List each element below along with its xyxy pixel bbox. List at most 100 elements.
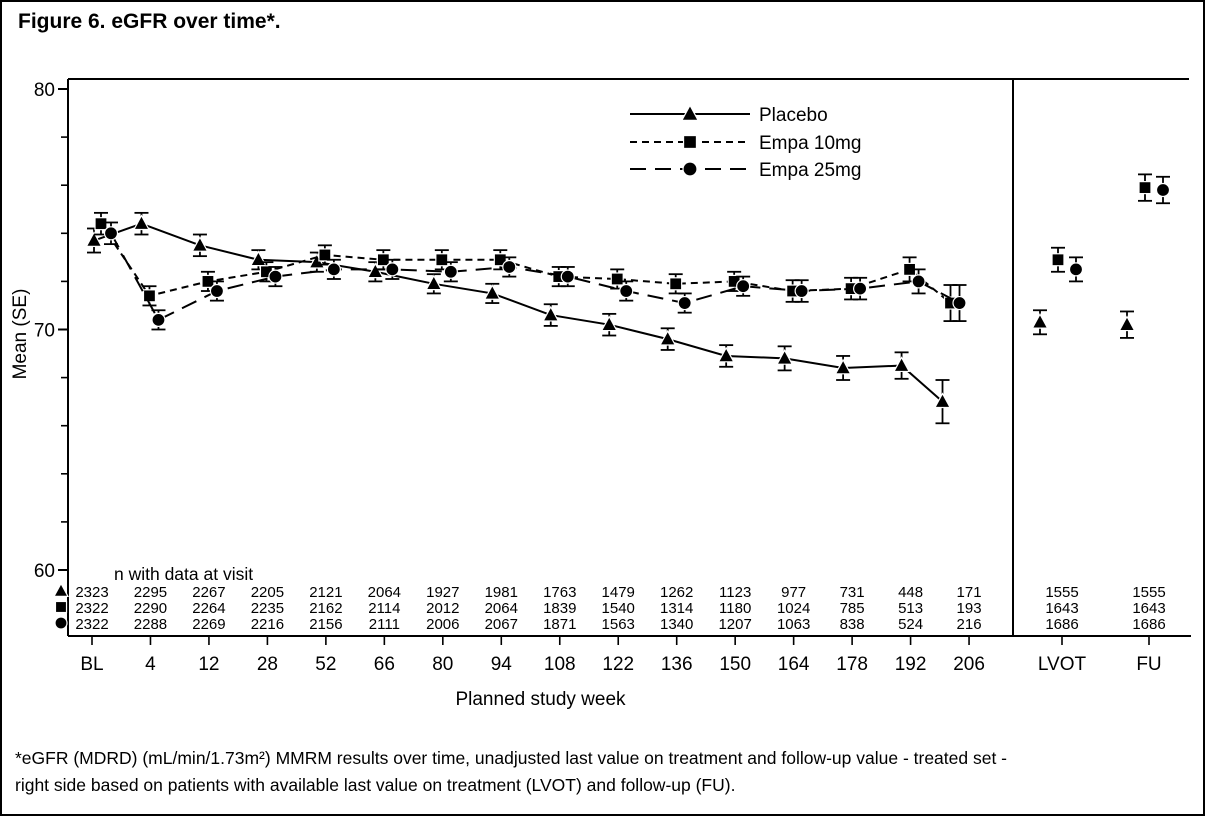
svg-text:1123: 1123 <box>719 584 751 601</box>
svg-text:52: 52 <box>315 654 336 675</box>
svg-text:2288: 2288 <box>134 616 167 633</box>
footnote-line-1: *eGFR (MDRD) (mL/min/1.73m²) MMRM result… <box>15 748 1008 768</box>
svg-text:4: 4 <box>145 654 156 675</box>
svg-text:1180: 1180 <box>719 600 751 617</box>
svg-text:Empa 25mg: Empa 25mg <box>759 160 861 181</box>
svg-text:1540: 1540 <box>602 600 635 617</box>
axes <box>67 78 1191 637</box>
svg-text:2323: 2323 <box>75 584 108 601</box>
svg-text:1643: 1643 <box>1045 600 1078 617</box>
svg-text:1063: 1063 <box>777 616 810 633</box>
svg-text:FU: FU <box>1136 654 1161 675</box>
svg-text:2121: 2121 <box>309 584 342 601</box>
legend: Placebo Empa 10mg Empa 25mg <box>630 104 861 181</box>
svg-text:70: 70 <box>34 321 55 342</box>
svg-text:178: 178 <box>836 654 868 675</box>
svg-text:513: 513 <box>898 600 923 617</box>
svg-text:785: 785 <box>840 600 865 617</box>
svg-text:448: 448 <box>898 584 923 601</box>
svg-text:150: 150 <box>719 654 751 675</box>
svg-text:80: 80 <box>432 654 453 675</box>
legend-item-placebo: Placebo <box>630 104 828 126</box>
svg-text:1871: 1871 <box>543 616 576 633</box>
svg-text:1555: 1555 <box>1132 584 1165 601</box>
svg-text:1479: 1479 <box>602 584 635 601</box>
svg-text:1207: 1207 <box>718 616 751 633</box>
svg-text:122: 122 <box>602 654 634 675</box>
svg-text:2295: 2295 <box>134 584 167 601</box>
series-empa-25mg <box>103 175 1171 331</box>
svg-text:2267: 2267 <box>192 584 225 601</box>
svg-text:1555: 1555 <box>1045 584 1078 601</box>
svg-text:2322: 2322 <box>75 600 108 617</box>
svg-text:2006: 2006 <box>426 616 459 633</box>
svg-text:192: 192 <box>895 654 927 675</box>
svg-text:2290: 2290 <box>134 600 167 617</box>
svg-text:2064: 2064 <box>485 600 518 617</box>
svg-text:216: 216 <box>957 616 982 633</box>
svg-text:60: 60 <box>34 561 55 582</box>
svg-text:28: 28 <box>257 654 278 675</box>
x-axis: BL 4 12 28 52 66 80 94 108 122 136 150 164 178 192 206 L… <box>80 636 1162 710</box>
svg-text:2156: 2156 <box>309 616 342 633</box>
footnote: *eGFR (MDRD) (mL/min/1.73m²) MMRM result… <box>15 745 1189 799</box>
svg-text:1643: 1643 <box>1132 600 1165 617</box>
svg-text:164: 164 <box>778 654 810 675</box>
svg-text:66: 66 <box>374 654 395 675</box>
svg-text:2162: 2162 <box>309 600 342 617</box>
svg-text:80: 80 <box>34 80 55 101</box>
svg-text:94: 94 <box>491 654 513 675</box>
legend-item-empa-10mg: Empa 10mg <box>630 133 861 154</box>
svg-text:977: 977 <box>781 584 806 601</box>
svg-text:Empa 10mg: Empa 10mg <box>759 133 861 154</box>
figure-title: Figure 6. eGFR over time*. <box>18 10 281 33</box>
svg-text:2322: 2322 <box>75 616 108 633</box>
svg-text:1839: 1839 <box>543 600 576 617</box>
x-axis-label: Planned study week <box>455 689 626 710</box>
svg-text:1927: 1927 <box>426 584 459 601</box>
svg-text:2012: 2012 <box>426 600 459 617</box>
svg-text:171: 171 <box>957 584 982 601</box>
svg-text:1340: 1340 <box>660 616 693 633</box>
svg-text:1314: 1314 <box>660 600 693 617</box>
series-placebo <box>85 211 1136 425</box>
n-table: n with data at visit 2323 2295 2267 2205 2121… <box>53 564 1166 633</box>
svg-text:2064: 2064 <box>368 584 401 601</box>
svg-text:838: 838 <box>840 616 865 633</box>
svg-text:2269: 2269 <box>192 616 225 633</box>
svg-text:1686: 1686 <box>1132 616 1165 633</box>
svg-text:1763: 1763 <box>543 584 576 601</box>
svg-text:LVOT: LVOT <box>1038 654 1087 675</box>
y-axis: 60 70 80 Mean (SE) <box>10 80 68 582</box>
legend-item-empa-25mg: Empa 25mg <box>630 160 861 181</box>
svg-text:206: 206 <box>953 654 985 675</box>
svg-text:1563: 1563 <box>602 616 635 633</box>
svg-text:1262: 1262 <box>660 584 693 601</box>
svg-text:108: 108 <box>544 654 576 675</box>
svg-text:2235: 2235 <box>251 600 284 617</box>
svg-text:2205: 2205 <box>251 584 284 601</box>
svg-text:1981: 1981 <box>485 584 518 601</box>
series-empa-10mg <box>94 173 1152 322</box>
svg-text:1686: 1686 <box>1045 616 1078 633</box>
svg-text:12: 12 <box>198 654 219 675</box>
y-axis-label: Mean (SE) <box>10 289 31 380</box>
n-row-empa-10mg: 2322 2290 2264 2235 2162 2114 2012 2064 1839 1540… <box>54 600 1166 617</box>
svg-text:731: 731 <box>840 584 865 601</box>
svg-text:2216: 2216 <box>251 616 284 633</box>
svg-text:2264: 2264 <box>192 600 225 617</box>
svg-text:Placebo: Placebo <box>759 105 828 126</box>
svg-text:2111: 2111 <box>369 616 400 633</box>
svg-text:193: 193 <box>957 600 982 617</box>
n-row-empa-25mg: 2322 2288 2269 2216 2156 2111 2006 2067 1871 1563… <box>54 616 1166 633</box>
n-table-title: n with data at visit <box>114 564 253 584</box>
n-row-placebo: 2323 2295 2267 2205 2121 2064 1927 1981 1763 1479… <box>53 582 1166 601</box>
svg-text:2114: 2114 <box>368 600 400 617</box>
svg-text:BL: BL <box>80 654 103 675</box>
svg-text:524: 524 <box>898 616 923 633</box>
footnote-line-2: right side based on patients with availa… <box>15 775 736 795</box>
svg-text:136: 136 <box>661 654 693 675</box>
svg-text:2067: 2067 <box>485 616 518 633</box>
